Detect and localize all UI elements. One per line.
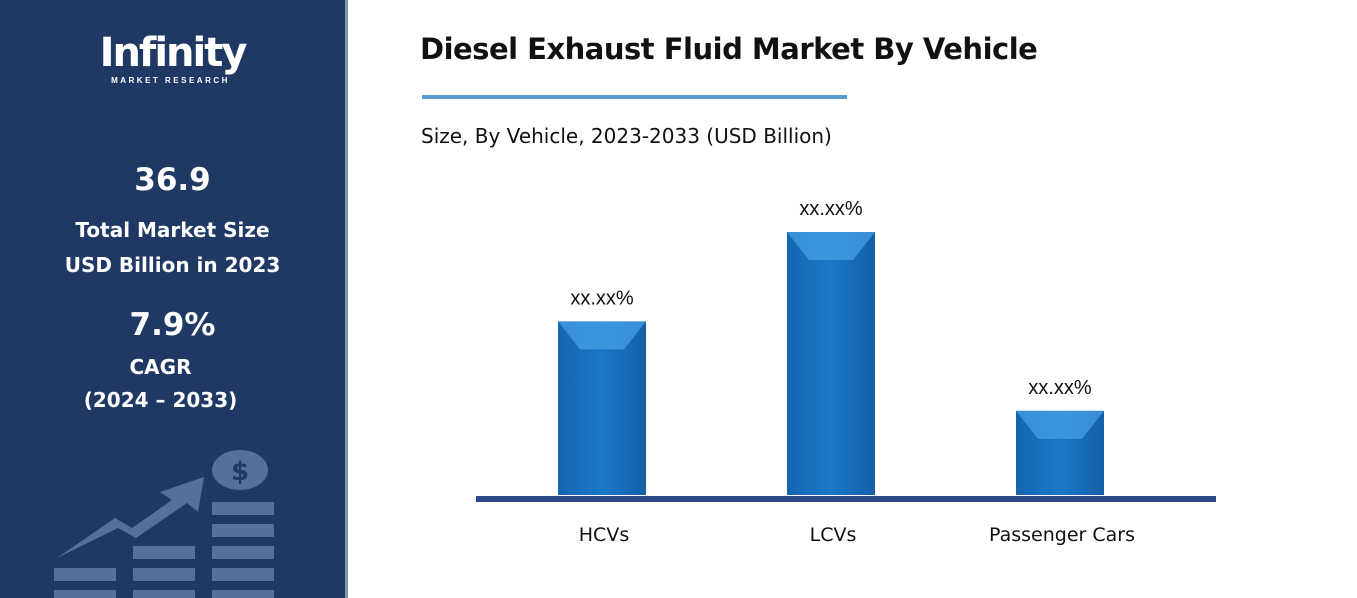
bar-lcvs <box>787 232 875 495</box>
logo: Infinity <box>99 30 248 76</box>
bar-highlight <box>558 321 646 350</box>
x-tick-label: LCVs <box>810 524 857 546</box>
cagr-value: 7.9% <box>129 307 216 343</box>
bar-highlight <box>1016 410 1104 439</box>
x-tick-label: Passenger Cars <box>989 524 1135 546</box>
cagr-label: CAGR <box>129 355 192 379</box>
logo-tagline: MARKET RESEARCH <box>111 76 230 85</box>
cagr-period: (2024 – 2033) <box>83 388 238 412</box>
x-tick-label: HCVs <box>579 524 629 546</box>
bar-highlight <box>787 232 875 260</box>
sidebar: Infinity MARKET RESEARCH 36.9 Total Mark… <box>0 0 348 598</box>
market-size-value: 36.9 <box>134 162 211 198</box>
market-size-unit: USD Billion in 2023 <box>64 253 281 277</box>
growth-chart-icon: $ <box>54 450 274 598</box>
data-label: xx.xx% <box>570 287 634 309</box>
x-axis-line <box>476 496 1216 502</box>
data-label: xx.xx% <box>799 198 863 220</box>
chart-title: Diesel Exhaust Fluid Market By Vehicle <box>420 32 1038 66</box>
market-size-label: Total Market Size <box>75 218 270 242</box>
svg-text:$: $ <box>231 457 249 487</box>
data-label: xx.xx% <box>1028 377 1092 399</box>
chart-subtitle: Size, By Vehicle, 2023-2033 (USD Billion… <box>421 124 832 148</box>
bar-hcvs <box>558 321 646 495</box>
title-underline <box>422 95 847 99</box>
